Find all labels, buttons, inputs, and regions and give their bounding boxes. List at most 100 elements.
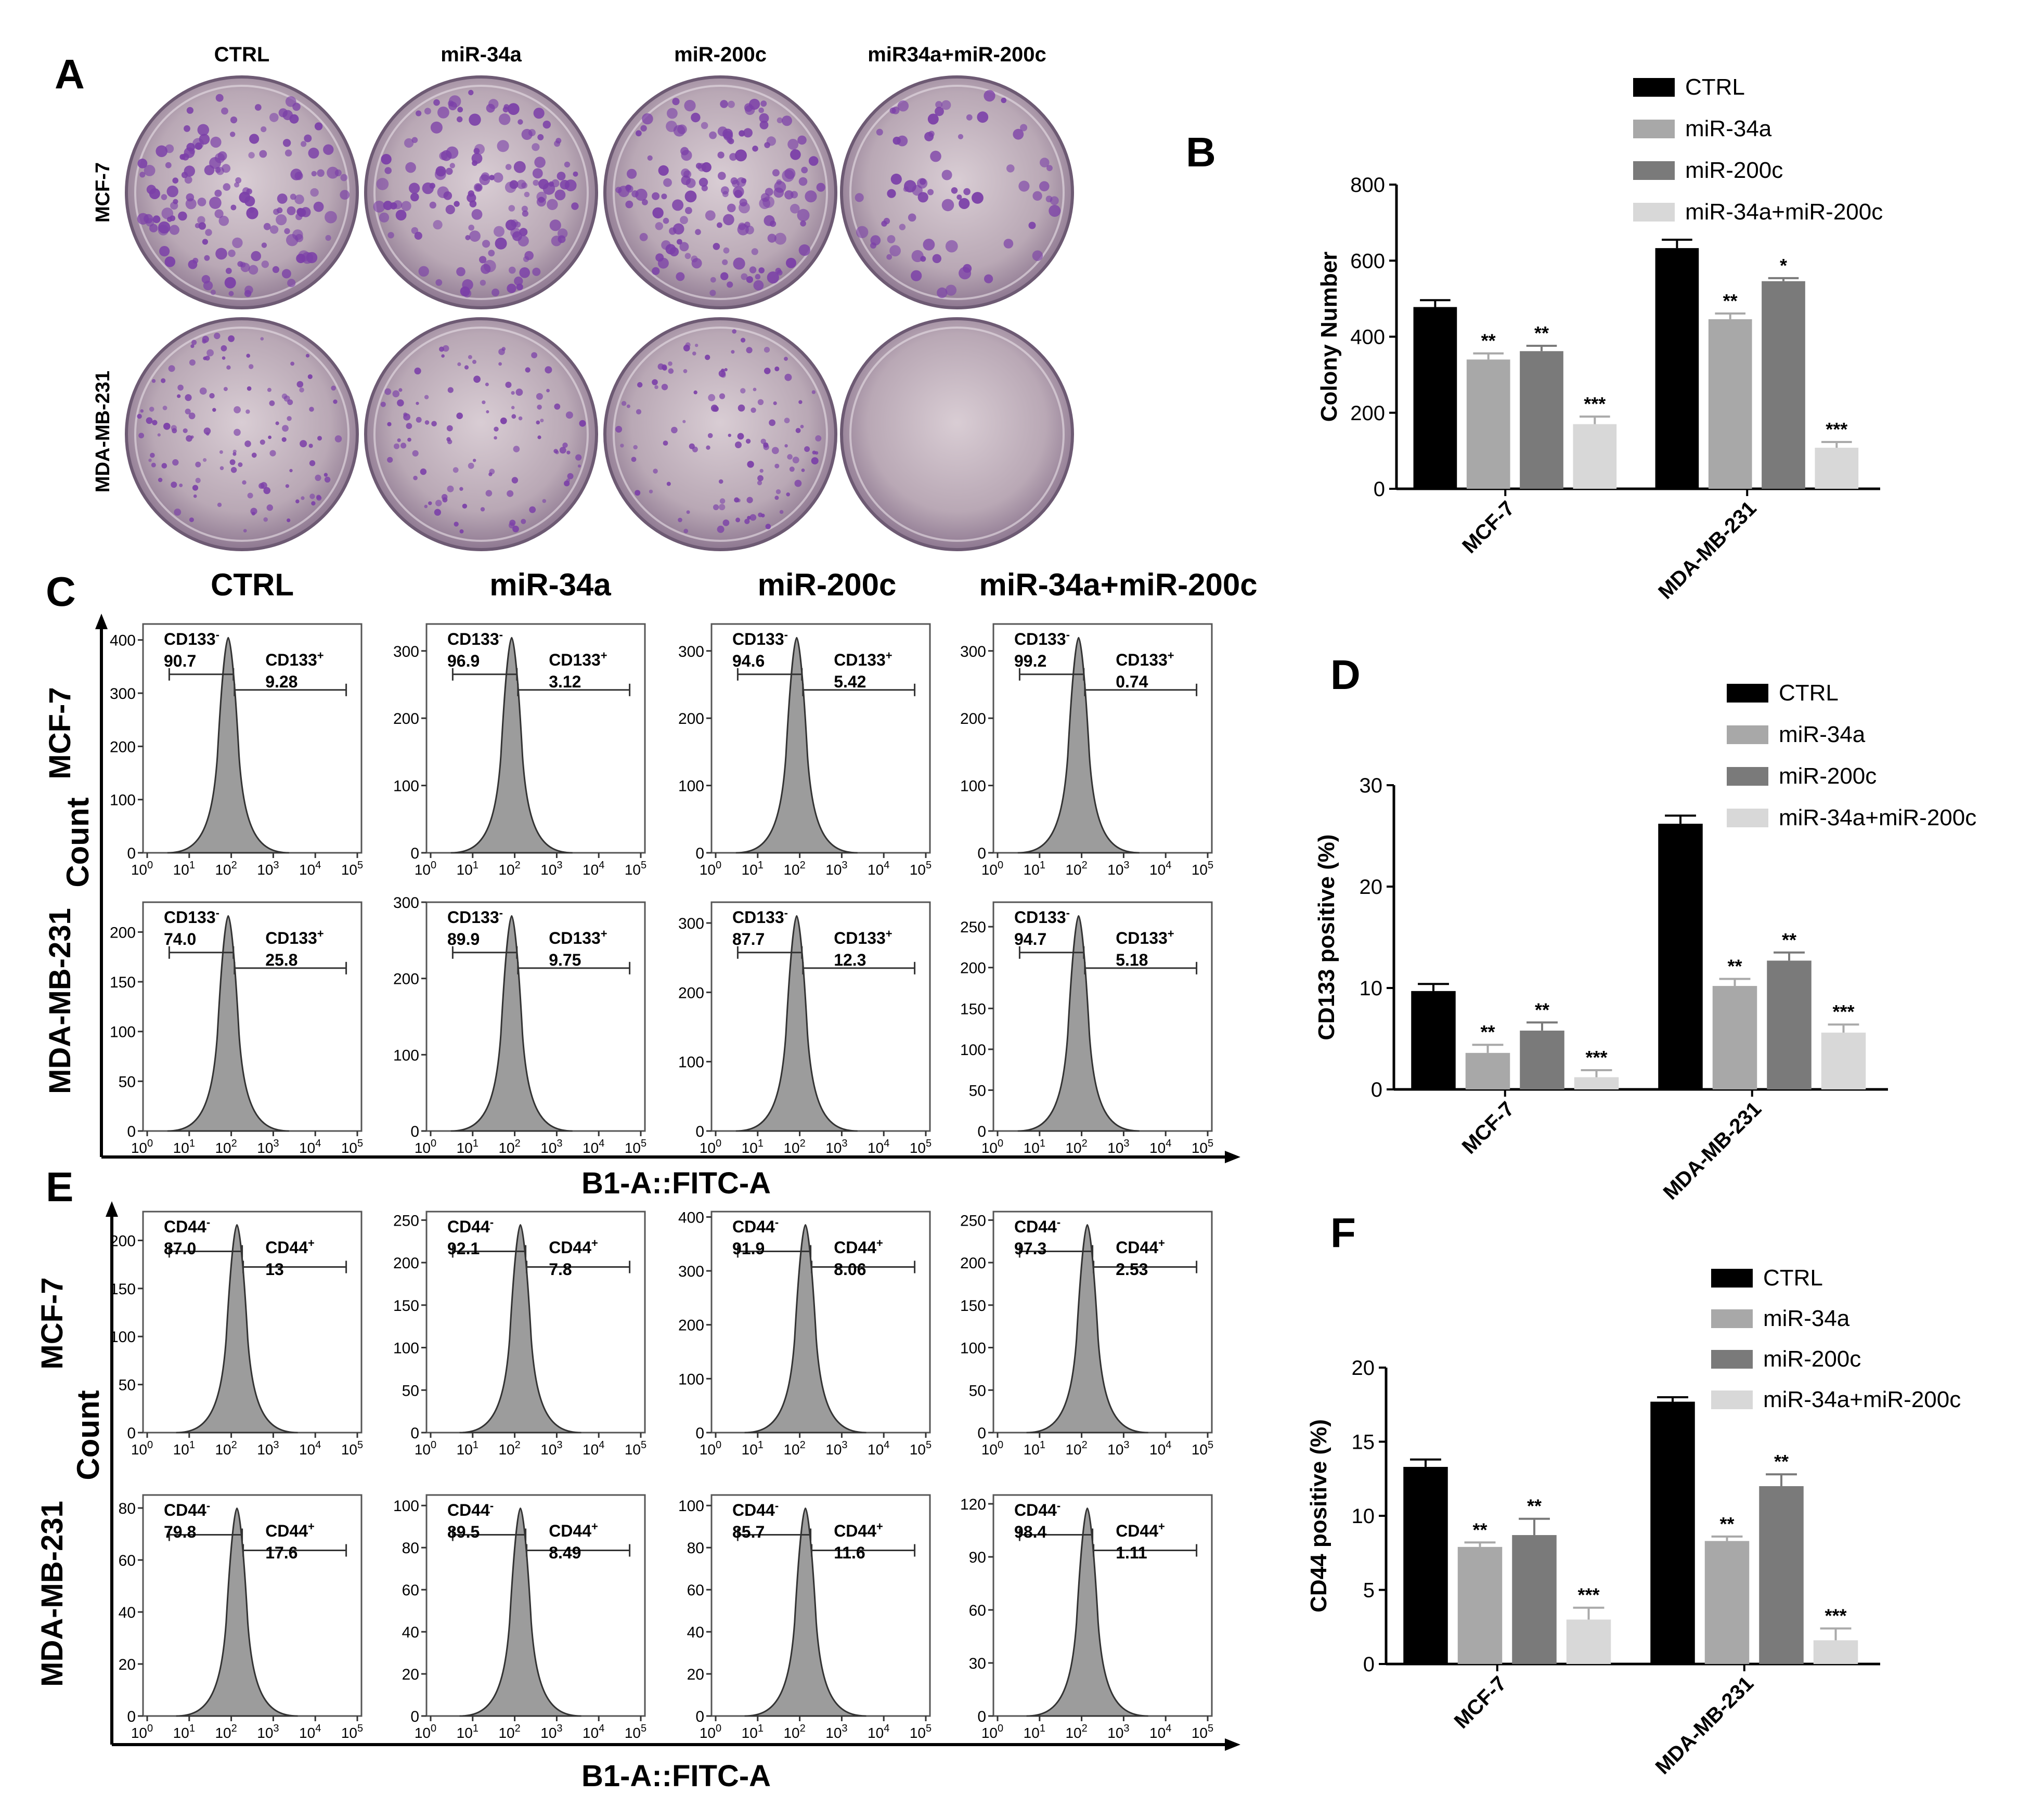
y-tick-label: 150: [110, 974, 136, 991]
positive-gate-label: CD133+: [1116, 649, 1174, 669]
colony-dot: [1039, 181, 1050, 192]
colony-dot: [172, 177, 179, 184]
colony-dot: [248, 265, 258, 275]
colony-dot: [435, 166, 446, 177]
x-tick-exponent: 5: [1208, 1138, 1213, 1149]
colony-dot: [197, 198, 206, 206]
positive-sign: +: [601, 649, 607, 662]
colony-dot: [505, 219, 516, 231]
x-tick-exponent: 2: [1082, 1439, 1088, 1451]
colony-dot: [190, 344, 195, 348]
colony-dot: [816, 183, 825, 192]
x-tick-exponent: 3: [842, 1138, 847, 1149]
negative-sign: -: [784, 628, 788, 641]
colony-dot: [945, 240, 958, 253]
panel-label-d: D: [1330, 652, 1361, 698]
colony-dot: [234, 406, 241, 413]
colony-dot: [295, 499, 300, 503]
colony-dot: [177, 394, 181, 398]
colony-dot: [984, 90, 995, 102]
colony-dot: [308, 444, 313, 448]
colony-dot: [755, 274, 761, 280]
facs-c-x-label: B1-A::FITC-A: [581, 1166, 771, 1200]
histogram-frame: [992, 901, 1213, 1132]
colony-dot: [414, 231, 422, 240]
x-tick-label: 104: [1149, 860, 1171, 878]
y-tick-label: 20: [402, 1666, 419, 1683]
colony-dot: [790, 149, 801, 160]
colony-dot: [537, 134, 544, 140]
colony-dot: [683, 528, 689, 534]
x-tick-label: 105: [910, 1723, 932, 1741]
colony-dot: [151, 379, 156, 383]
legend-swatch: [1711, 1269, 1753, 1288]
colony-dot: [724, 368, 728, 372]
colony-dot: [956, 194, 962, 200]
y-tick-label: 80: [119, 1500, 136, 1517]
category-label: MCF-7: [1450, 1672, 1511, 1733]
colony-dot: [393, 200, 403, 210]
x-tick-label: 102: [498, 1138, 520, 1156]
x-tick-exponent: 1: [1040, 1138, 1045, 1149]
colony-dot: [314, 122, 323, 131]
colony-dot: [637, 382, 643, 388]
x-tick-exponent: 5: [357, 860, 363, 871]
positive-sign: +: [317, 927, 324, 940]
colony-dot: [403, 412, 408, 417]
negative-percent: 92.1: [447, 1239, 480, 1258]
y-tick-label: 150: [960, 1297, 986, 1315]
legend-swatch: [1727, 684, 1768, 703]
histogram-peak: [167, 915, 289, 1132]
negative-percent: 96.9: [447, 652, 480, 670]
colony-dot: [733, 257, 745, 270]
colony-dot: [692, 352, 696, 356]
colony-dot: [661, 193, 667, 200]
colony-dot: [333, 399, 338, 404]
colony-dot: [406, 423, 412, 430]
colony-dot: [521, 128, 533, 140]
histogram-peak: [1017, 915, 1140, 1132]
negative-sign: -: [784, 906, 788, 919]
colony-dot: [551, 179, 560, 188]
positive-sign: +: [886, 927, 892, 940]
positive-percent: 5.18: [1116, 951, 1148, 969]
colony-dot: [269, 450, 276, 457]
colony-dot: [228, 250, 236, 257]
colony-dot: [446, 425, 453, 432]
colony-dot: [518, 416, 523, 421]
colony-dot: [308, 147, 319, 159]
colony-dot: [304, 134, 312, 142]
y-tick-label: 100: [110, 1024, 136, 1041]
colony-dot: [537, 435, 541, 439]
colony-dot: [635, 188, 648, 201]
colony-dot: [422, 182, 434, 194]
colony-dot: [735, 517, 741, 523]
x-tick-exponent: 3: [273, 1723, 279, 1734]
x-tick-label: 104: [583, 1439, 604, 1458]
colony-dot: [565, 411, 573, 419]
colony-dot: [784, 418, 790, 423]
negative-percent: 94.6: [732, 652, 765, 670]
histogram-frame: [710, 901, 931, 1132]
y-tick-label: 200: [393, 710, 419, 727]
colony-dot: [935, 101, 942, 109]
x-tick-label: 102: [1065, 860, 1087, 878]
positive-gate-label: CD44+: [1116, 1520, 1165, 1540]
negative-percent: 79.8: [164, 1523, 196, 1541]
negative-gate-label: CD133-: [164, 628, 219, 648]
x-tick-exponent: 2: [800, 1723, 806, 1734]
colony-dot: [479, 174, 490, 186]
x-tick-exponent: 1: [758, 860, 764, 871]
colony-dot: [695, 229, 701, 236]
colony-dot: [698, 177, 708, 187]
colony-dot: [653, 469, 658, 474]
colony-dot: [192, 485, 199, 491]
colony-dot: [920, 178, 926, 185]
colony-dot: [547, 199, 558, 210]
colony-dot: [287, 518, 291, 523]
colony-dot: [473, 375, 481, 383]
colony-dot: [615, 187, 622, 193]
x-tick-exponent: 3: [273, 860, 279, 871]
colony-dot: [327, 166, 339, 179]
colony-dot: [246, 188, 252, 194]
